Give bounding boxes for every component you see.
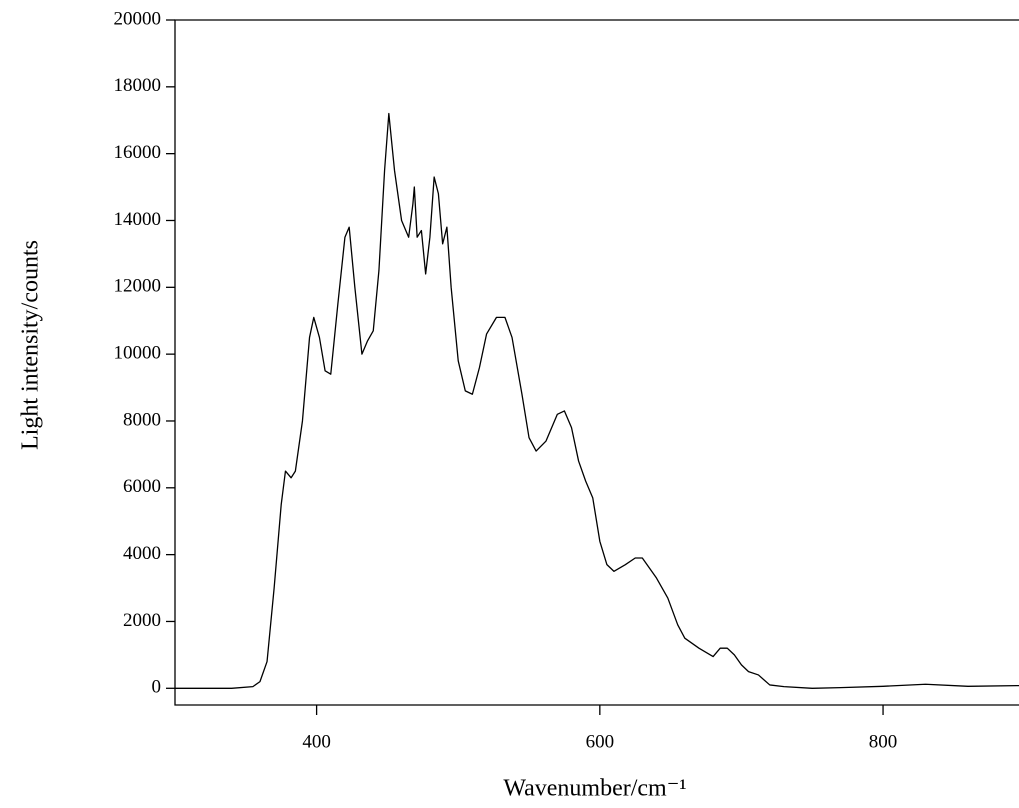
y-tick-label: 20000 xyxy=(114,8,162,29)
y-tick-label: 0 xyxy=(152,677,162,698)
axes xyxy=(174,19,1019,706)
y-tick-label: 16000 xyxy=(114,142,162,163)
y-tick-label: 10000 xyxy=(114,343,162,364)
y-tick-label: 2000 xyxy=(123,610,161,631)
x-axis-label: Wavenumber/cm⁻¹ xyxy=(503,776,686,802)
y-tick-label: 8000 xyxy=(123,409,161,430)
y-tick-label: 18000 xyxy=(114,75,162,96)
x-tick-label: 800 xyxy=(869,731,898,752)
x-tick-label: 400 xyxy=(302,731,331,752)
y-tick-label: 14000 xyxy=(114,209,162,230)
y-axis-label: Light intensity/counts xyxy=(18,240,44,450)
y-tick-label: 4000 xyxy=(123,543,161,564)
x-tick-label: 600 xyxy=(586,731,615,752)
y-tick-label: 6000 xyxy=(123,476,161,497)
spectrum-line xyxy=(175,112,1019,689)
y-tick-label: 12000 xyxy=(114,276,162,297)
